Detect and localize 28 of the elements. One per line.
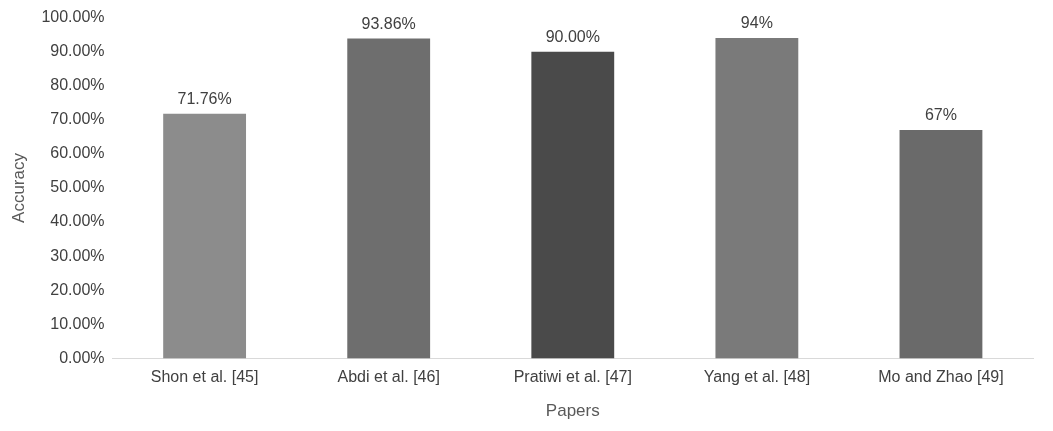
y-tick-label: 40.00%	[50, 212, 105, 230]
y-tick-label: 100.00%	[41, 8, 105, 26]
x-tick-label: Shon et al. [45]	[150, 368, 259, 386]
bar	[899, 130, 983, 359]
y-tick-label: 50.00%	[50, 178, 105, 196]
y-tick-label: 60.00%	[50, 144, 105, 162]
data-label: 71.76%	[177, 90, 232, 108]
y-tick-label: 30.00%	[50, 246, 105, 264]
data-label: 67%	[924, 106, 957, 124]
y-tick-label: 0.00%	[59, 348, 105, 366]
bar	[163, 113, 247, 359]
data-label: 93.86%	[361, 14, 416, 32]
x-tick-label: Pratiwi et al. [47]	[513, 368, 632, 386]
y-tick-label: 80.00%	[50, 76, 105, 94]
x-tick-label: Mo and Zhao [49]	[878, 368, 1004, 386]
bar	[715, 38, 799, 359]
bar	[347, 38, 431, 359]
data-label: 94%	[740, 14, 773, 32]
y-tick-label: 20.00%	[50, 280, 105, 298]
data-label: 90.00%	[545, 28, 600, 46]
x-axis-title: Papers	[545, 401, 600, 421]
y-tick-label: 10.00%	[50, 314, 105, 332]
y-tick-label: 70.00%	[50, 110, 105, 128]
y-tick-label: 90.00%	[50, 42, 105, 60]
y-axis-title: Accuracy	[8, 152, 28, 223]
bar	[531, 51, 615, 359]
x-tick-label: Yang et al. [48]	[703, 368, 811, 386]
x-tick-label: Abdi et al. [46]	[337, 368, 440, 386]
